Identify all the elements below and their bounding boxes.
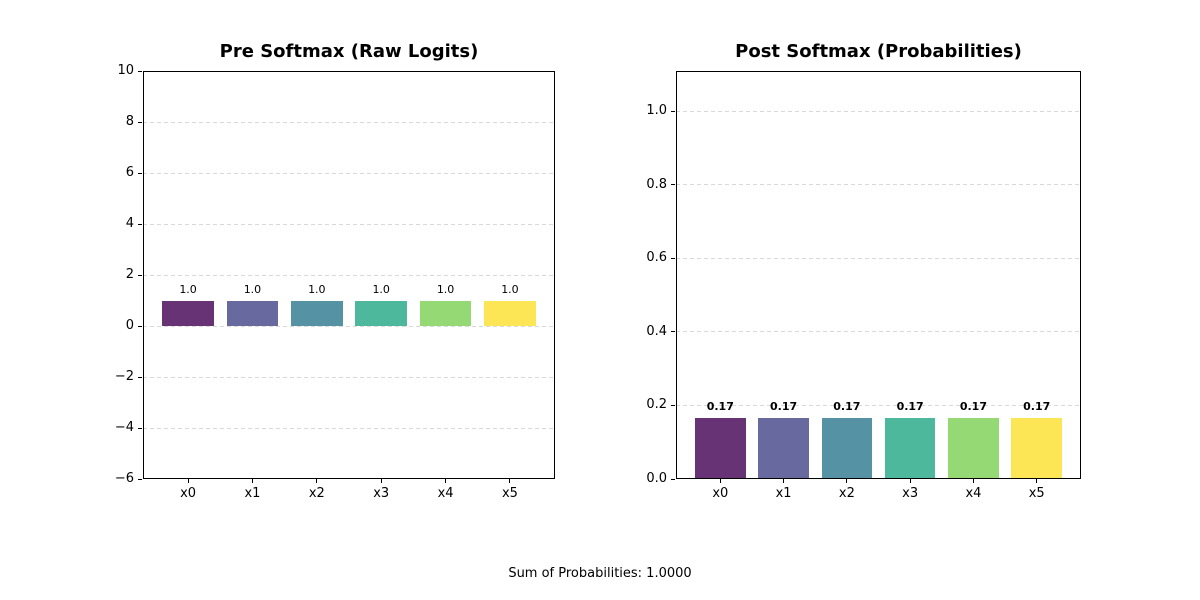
y-tick (671, 110, 675, 112)
y-tick-label: −2 (114, 369, 134, 384)
x-tick-label: x2 (838, 486, 855, 501)
bar (484, 300, 536, 326)
bar (1011, 417, 1063, 479)
x-tick-label: x3 (902, 486, 919, 501)
y-tick-label: 0 (125, 318, 134, 333)
y-tick-label: 0.8 (646, 176, 667, 192)
gridline (143, 427, 555, 429)
y-tick (138, 325, 142, 327)
bar (162, 300, 214, 326)
x-tick (846, 479, 848, 483)
x-tick (509, 479, 511, 483)
bar (694, 417, 746, 479)
x-tick-label: x0 (712, 486, 729, 501)
bar (226, 300, 279, 326)
sum-of-probabilities-text: Sum of Probabilities: 1.0000 (508, 566, 692, 581)
bar-value-label: 0.17 (1023, 399, 1051, 413)
chart-title-pre-softmax: Pre Softmax (Raw Logits) (219, 41, 479, 62)
bar-value-label: 0.17 (833, 399, 861, 413)
bar-value-label: 1.0 (243, 282, 262, 296)
gridline (676, 331, 1081, 333)
y-tick (138, 70, 142, 72)
x-tick (783, 479, 785, 483)
bar-value-label: 1.0 (179, 282, 197, 296)
x-tick-label: x5 (501, 486, 518, 501)
gridline (143, 172, 555, 174)
y-tick-label: 0.4 (646, 323, 667, 339)
y-tick-label: 1.0 (646, 103, 667, 119)
x-tick-label: x4 (437, 486, 454, 501)
gridline (143, 376, 555, 378)
bar (419, 300, 472, 326)
y-tick-label: 8 (125, 114, 134, 129)
x-tick (316, 479, 318, 483)
chart-title-post-softmax: Post Softmax (Probabilities) (735, 41, 1022, 62)
y-tick (138, 172, 142, 174)
bar-value-label: 0.17 (706, 399, 734, 413)
bar (291, 300, 343, 326)
y-tick-label: 0.2 (646, 397, 667, 413)
y-tick-label: 4 (125, 216, 134, 231)
x-tick (1036, 479, 1038, 483)
x-tick (719, 479, 721, 483)
y-tick (671, 184, 675, 186)
y-tick-label: 10 (117, 63, 134, 78)
y-tick (138, 478, 142, 480)
x-tick-label: x2 (308, 486, 325, 501)
y-tick (138, 376, 142, 378)
y-tick (671, 257, 675, 259)
x-tick-label: x5 (1028, 486, 1045, 501)
y-tick (138, 427, 142, 429)
bar (884, 417, 936, 479)
gridline (676, 110, 1081, 112)
bar (948, 417, 999, 479)
gridline (676, 257, 1081, 259)
y-tick (671, 331, 675, 333)
bar (355, 300, 407, 326)
x-tick-label: x1 (244, 486, 261, 501)
bar-value-label: 0.17 (770, 399, 798, 413)
bar (821, 417, 873, 479)
x-tick (445, 479, 447, 483)
x-tick (909, 479, 911, 483)
bar-value-label: 0.17 (959, 399, 987, 413)
gridline (143, 121, 555, 123)
x-tick-label: x1 (775, 486, 792, 501)
bar-value-label: 1.0 (501, 282, 519, 296)
y-tick (138, 274, 142, 276)
bar-value-label: 1.0 (436, 282, 455, 296)
x-tick-label: x0 (180, 486, 197, 501)
y-tick-label: 0.6 (646, 250, 667, 266)
gridline (676, 404, 1081, 406)
x-tick-label: x4 (965, 486, 982, 501)
gridline (143, 274, 555, 276)
bar (758, 417, 809, 479)
bar-value-label: 0.17 (896, 399, 924, 413)
bar-value-label: 1.0 (372, 282, 390, 296)
x-tick (251, 479, 253, 483)
x-tick-label: x3 (373, 486, 390, 501)
y-tick (138, 121, 142, 123)
y-tick-label: −6 (114, 471, 134, 486)
y-tick-label: 2 (125, 267, 134, 282)
gridline (676, 184, 1081, 186)
gridline (143, 325, 555, 327)
y-tick (671, 404, 675, 406)
y-tick-label: −4 (114, 420, 134, 435)
x-tick (187, 479, 189, 483)
y-tick-label: 6 (125, 165, 134, 180)
y-tick (138, 223, 142, 225)
x-tick (972, 479, 974, 483)
bar-value-label: 1.0 (308, 282, 326, 296)
y-tick-label: 0.0 (646, 471, 667, 486)
x-tick (380, 479, 382, 483)
y-tick (671, 478, 675, 480)
gridline (143, 223, 555, 225)
